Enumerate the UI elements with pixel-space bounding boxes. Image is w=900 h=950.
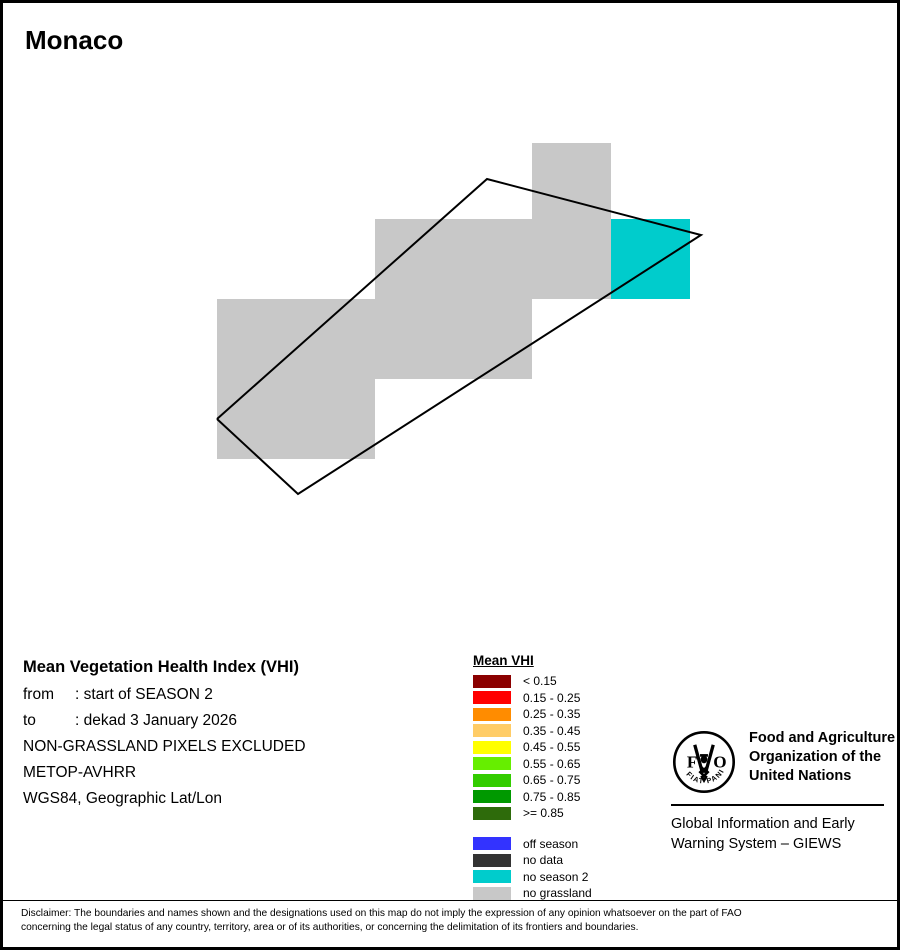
info-row-to: to : dekad 3 January 2026 <box>23 712 443 730</box>
info-row-from: from : start of SEASON 2 <box>23 686 443 704</box>
legend-class-3-row: 0.35 - 0.45 <box>473 723 592 740</box>
no-grassland-cell-2 <box>375 219 532 299</box>
legend-class-list: < 0.15 0.15 - 0.25 0.25 - 0.35 0.35 - 0.45 0… <box>473 673 592 822</box>
fao-organization-name: Food and Agriculture Organization of the… <box>749 729 895 786</box>
no-grassland-cell-5 <box>375 299 532 379</box>
no-grassland-cell-3 <box>532 219 611 299</box>
legend-class-2-label: 0.25 - 0.35 <box>523 707 581 722</box>
legend-special-3-row: no grassland <box>473 885 592 902</box>
legend-class-8-swatch <box>473 806 511 820</box>
legend-class-2-swatch <box>473 707 511 721</box>
legend-class-3-swatch <box>473 724 511 738</box>
legend-special-0-swatch <box>473 837 511 851</box>
legend-class-8-label: >= 0.85 <box>523 806 564 821</box>
info-title: Mean Vegetation Health Index (VHI) <box>23 658 299 676</box>
fao-name-line-1: Food and Agriculture <box>749 730 896 746</box>
legend-special-1-row: no data <box>473 852 592 869</box>
legend-class-7-label: 0.75 - 0.85 <box>523 789 581 804</box>
giews-line-1: Global Information and Early <box>671 816 855 832</box>
legend-special-list: off season no data no season 2 no grassland <box>473 836 592 902</box>
legend-class-0-label: < 0.15 <box>523 674 557 689</box>
legend-special-1-label: no data <box>523 853 564 868</box>
no-grassland-cell-1 <box>532 143 611 219</box>
no-season-2-cell <box>611 219 690 299</box>
info-to-value: : dekad 3 January 2026 <box>75 712 238 729</box>
page-title: Monaco <box>25 25 124 55</box>
info-projection: WGS84, Geographic Lat/Lon <box>23 790 223 807</box>
legend-class-2-row: 0.25 - 0.35 <box>473 706 592 723</box>
legend-class-4-row: 0.45 - 0.55 <box>473 739 592 756</box>
legend-special-2-swatch <box>473 870 511 884</box>
info-from-value: : start of SEASON 2 <box>75 686 213 703</box>
disclaimer-separator <box>3 900 897 901</box>
legend-special-3-swatch <box>473 886 511 900</box>
fao-emblem-icon: F O FIAT PANIS <box>671 729 736 794</box>
legend-class-8-row: >= 0.85 <box>473 805 592 822</box>
legend-special-2-row: no season 2 <box>473 869 592 886</box>
legend-special-0-row: off season <box>473 836 592 853</box>
map-info-block: Mean Vegetation Health Index (VHI) from … <box>23 658 443 816</box>
legend-class-5-row: 0.55 - 0.65 <box>473 756 592 773</box>
map-canvas[interactable] <box>3 63 897 643</box>
legend-class-6-swatch <box>473 773 511 787</box>
disclaimer-line-2: concerning the legal status of any count… <box>21 922 639 933</box>
fao-divider <box>671 804 884 806</box>
legend-title: Mean VHI <box>473 653 534 668</box>
legend-class-4-swatch <box>473 740 511 754</box>
info-sensor: METOP-AVHRR <box>23 764 137 781</box>
giews-line-2: Warning System – GIEWS <box>671 836 842 852</box>
svg-text:O: O <box>713 752 726 771</box>
disclaimer-text: Disclaimer: The boundaries and names sho… <box>21 907 881 935</box>
map-legend: Mean VHI < 0.15 0.15 - 0.25 0.25 - 0.35 0.3… <box>473 653 592 902</box>
no-grassland-cell-6 <box>217 379 375 459</box>
legend-special-2-label: no season 2 <box>523 869 589 884</box>
legend-class-0-swatch <box>473 674 511 688</box>
legend-class-1-label: 0.15 - 0.25 <box>523 690 581 705</box>
legend-class-7-swatch <box>473 790 511 804</box>
legend-class-5-label: 0.55 - 0.65 <box>523 756 581 771</box>
legend-class-6-row: 0.65 - 0.75 <box>473 772 592 789</box>
legend-special-3-label: no grassland <box>523 886 592 901</box>
legend-class-7-row: 0.75 - 0.85 <box>473 789 592 806</box>
legend-class-1-row: 0.15 - 0.25 <box>473 690 592 707</box>
legend-class-3-label: 0.35 - 0.45 <box>523 723 581 738</box>
svg-text:F: F <box>687 752 697 771</box>
info-from-key: from <box>23 686 54 703</box>
legend-spacer <box>473 822 592 836</box>
fao-logo-header: F O FIAT PANIS Food and Agriculture Orga… <box>671 729 895 795</box>
legend-special-1-swatch <box>473 853 511 867</box>
fao-logo-block: F O FIAT PANIS Food and Agriculture Orga… <box>671 729 895 854</box>
legend-class-4-label: 0.45 - 0.55 <box>523 740 581 755</box>
fao-name-line-2: Organization of the <box>749 749 882 765</box>
disclaimer-line-1: Disclaimer: The boundaries and names sho… <box>21 908 742 919</box>
giews-subtitle: Global Information and Early Warning Sys… <box>671 814 886 854</box>
info-exclusion-note: NON-GRASSLAND PIXELS EXCLUDED <box>23 738 306 755</box>
legend-class-6-label: 0.65 - 0.75 <box>523 773 581 788</box>
legend-special-0-label: off season <box>523 836 579 851</box>
legend-class-1-swatch <box>473 691 511 705</box>
legend-class-5-swatch <box>473 757 511 771</box>
fao-name-line-3: United Nations <box>749 768 852 784</box>
info-to-key: to <box>23 712 36 729</box>
legend-class-0-row: < 0.15 <box>473 673 592 690</box>
no-grassland-cell-4 <box>217 299 375 379</box>
